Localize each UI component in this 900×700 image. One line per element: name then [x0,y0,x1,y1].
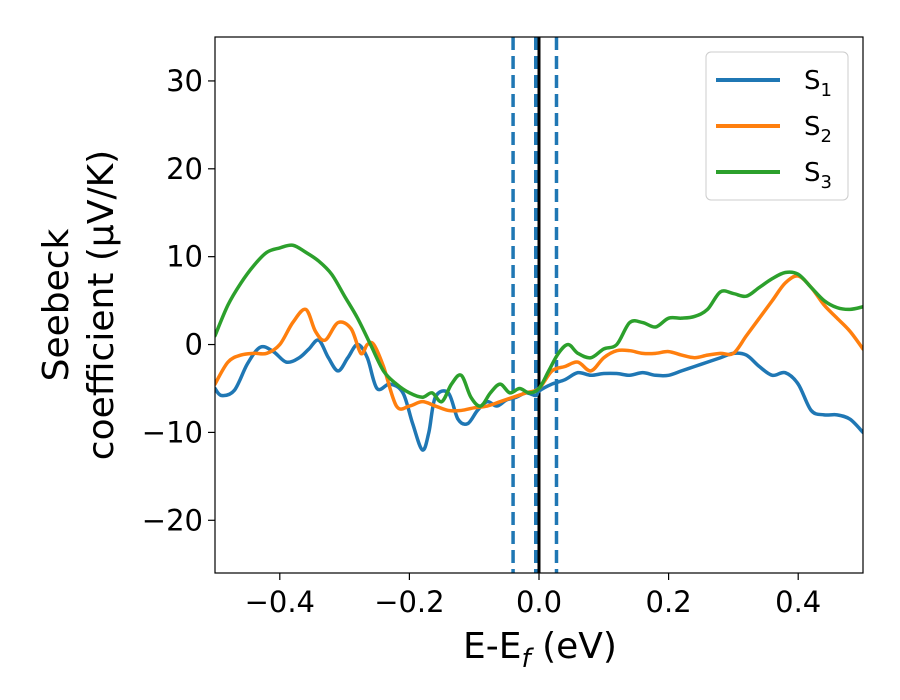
legend: S1 S2 S3 [705,51,849,201]
x-tick-label: −0.4 [245,585,315,619]
x-tick-label: −0.2 [374,585,444,619]
x-tick-label: 0.2 [646,585,692,619]
y-tick-label: 20 [166,152,203,186]
x-axis-label: E-Ef (eV) [463,626,617,674]
vertical-lines [511,37,559,573]
legend-label-s1: S1 [804,66,832,101]
y-tick-label: 30 [166,64,203,98]
x-tick-label: 0.4 [775,585,821,619]
y-axis-label-line1: Seebeck [36,228,77,381]
y-tick-label: −10 [142,415,203,449]
series-lines [215,243,863,452]
y-tick-label: 10 [166,240,203,274]
legend-label-s3: S3 [804,158,832,193]
y-axis-label: Seebeck coefficient (μV/K) [36,150,122,460]
legend-label-s2: S2 [804,112,832,147]
series-line-s3 [215,243,863,408]
y-axis-ticks: −20 −10 0 10 20 30 [142,64,215,537]
x-axis-ticks: −0.4 −0.2 0.0 0.2 0.4 [245,573,821,619]
y-axis-label-line2: coefficient (μV/K) [81,150,122,460]
y-tick-label: −20 [142,503,203,537]
x-tick-label: 0.0 [516,585,562,619]
y-tick-label: 0 [185,328,203,362]
